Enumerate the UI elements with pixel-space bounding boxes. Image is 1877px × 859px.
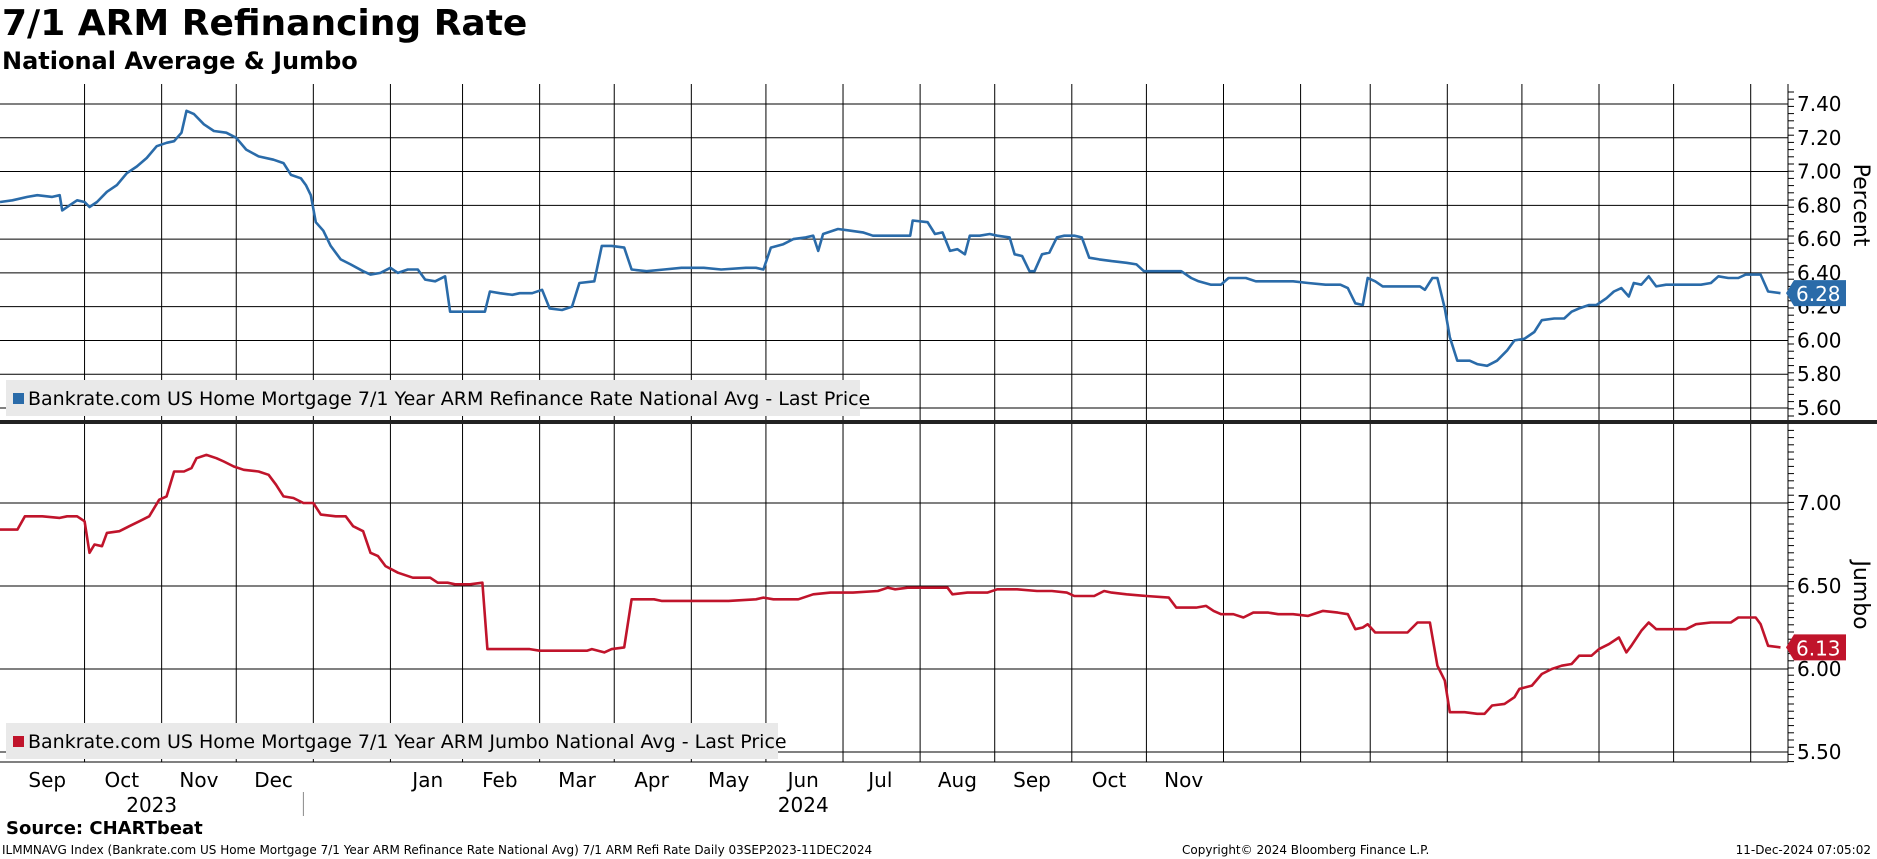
y-tick-label-bottom: 7.00: [1797, 491, 1842, 515]
x-tick-label: Oct: [105, 768, 140, 792]
y-tick-label-top: 6.60: [1797, 227, 1842, 251]
x-tick-label: Apr: [634, 768, 669, 792]
x-tick-label: Oct: [1092, 768, 1127, 792]
y-tick-label-bottom: 5.50: [1797, 740, 1842, 764]
y-tick-label-top: 5.60: [1797, 396, 1842, 420]
y-tick-label-top: 7.00: [1797, 160, 1842, 184]
jumbo-line: [0, 453, 1781, 716]
x-tick-label: Jun: [786, 768, 819, 792]
x-year-label: 2023: [126, 793, 177, 817]
y-tick-label-top: 7.40: [1797, 92, 1842, 116]
x-tick-label: Jan: [410, 768, 443, 792]
timestamp: 11-Dec-2024 07:05:02: [1735, 843, 1871, 857]
x-tick-label: May: [708, 768, 750, 792]
x-tick-label: Nov: [179, 768, 218, 792]
last-value-tag-national-text: 6.28: [1796, 282, 1841, 306]
copyright: Copyright© 2024 Bloomberg Finance L.P.: [1182, 843, 1430, 857]
legend-national: Bankrate.com US Home Mortgage 7/1 Year A…: [6, 380, 870, 416]
y-axis-title-percent: Percent: [1848, 164, 1873, 247]
x-tick-label: Aug: [938, 768, 977, 792]
x-tick-label: Sep: [1013, 768, 1051, 792]
y-tick-label-bottom: 6.00: [1797, 657, 1842, 681]
y-axis-title-jumbo: Jumbo: [1848, 558, 1873, 629]
x-tick-label: Dec: [254, 768, 293, 792]
panel-divider: [0, 420, 1877, 424]
legend-jumbo: Bankrate.com US Home Mortgage 7/1 Year A…: [6, 723, 787, 759]
series-description: ILMMNAVG Index (Bankrate.com US Home Mor…: [2, 843, 873, 857]
y-tick-label-top: 5.80: [1797, 362, 1842, 386]
x-tick-label: Jul: [866, 768, 892, 792]
x-year-label: 2024: [778, 793, 829, 817]
legend-jumbo-text: Bankrate.com US Home Mortgage 7/1 Year A…: [28, 731, 787, 753]
chart-subtitle: National Average & Jumbo: [2, 47, 358, 75]
source-label: Source: CHARTbeat: [6, 818, 203, 839]
y-tick-label-top: 6.80: [1797, 193, 1842, 217]
last-value-tag-national: 6.28: [1786, 280, 1846, 307]
national-avg-line: [0, 109, 1781, 368]
x-tick-label: Sep: [28, 768, 66, 792]
y-tick-label-bottom: 6.50: [1797, 574, 1842, 598]
x-tick-label: Mar: [558, 768, 597, 792]
last-value-tag-jumbo-text: 6.13: [1796, 636, 1841, 660]
x-tick-label: Nov: [1164, 768, 1203, 792]
y-tick-label-top: 6.00: [1797, 328, 1842, 352]
chart-title: 7/1 ARM Refinancing Rate: [2, 3, 528, 44]
legend-national-text: Bankrate.com US Home Mortgage 7/1 Year A…: [28, 388, 870, 410]
x-tick-label: Feb: [482, 768, 517, 792]
y-tick-label-top: 7.20: [1797, 126, 1842, 150]
last-value-tag-jumbo: 6.13: [1786, 634, 1846, 661]
